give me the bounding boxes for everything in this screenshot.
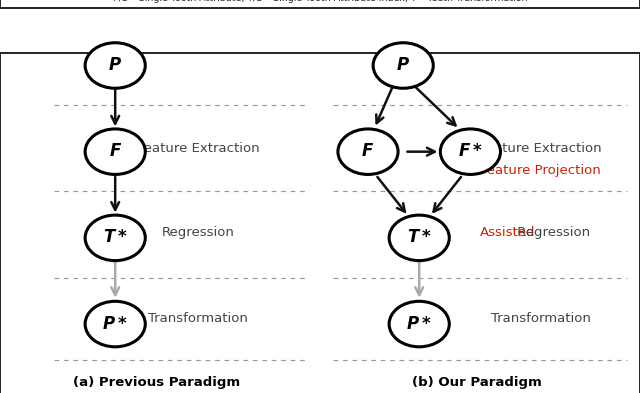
Text: Assisted: Assisted (480, 226, 535, 239)
Text: $\boldsymbol{P*}$: $\boldsymbol{P*}$ (406, 316, 432, 332)
Text: Regression: Regression (513, 226, 590, 239)
Ellipse shape (85, 301, 145, 347)
Text: $\boldsymbol{P}$: $\boldsymbol{P}$ (108, 57, 122, 74)
Text: Feature Projection: Feature Projection (481, 164, 601, 177)
Text: Feature Extraction: Feature Extraction (479, 142, 602, 155)
Text: Feature Extraction: Feature Extraction (137, 142, 260, 155)
Ellipse shape (338, 129, 398, 174)
Text: $\boldsymbol{F}$: $\boldsymbol{F}$ (362, 143, 374, 160)
Text: Regression: Regression (162, 226, 235, 239)
Ellipse shape (85, 129, 145, 174)
Text: (a) Previous Paradigm: (a) Previous Paradigm (73, 376, 241, 389)
Text: P/S – Single Tooth Attribute, T/S – Single Tooth Attribute Index, T – Teeth Tran: P/S – Single Tooth Attribute, T/S – Sing… (113, 0, 527, 2)
Ellipse shape (373, 43, 433, 88)
Text: Transformation: Transformation (148, 312, 248, 325)
Ellipse shape (85, 43, 145, 88)
Text: $\boldsymbol{T*}$: $\boldsymbol{T*}$ (103, 230, 127, 246)
Ellipse shape (389, 301, 449, 347)
Text: $\boldsymbol{P*}$: $\boldsymbol{P*}$ (102, 316, 128, 332)
Text: $\boldsymbol{F*}$: $\boldsymbol{F*}$ (458, 143, 483, 160)
Text: (b) Our Paradigm: (b) Our Paradigm (412, 376, 541, 389)
Text: $\boldsymbol{T*}$: $\boldsymbol{T*}$ (407, 230, 431, 246)
Ellipse shape (440, 129, 500, 174)
Ellipse shape (85, 215, 145, 261)
FancyBboxPatch shape (0, 0, 640, 8)
Ellipse shape (389, 215, 449, 261)
Text: $\boldsymbol{P}$: $\boldsymbol{P}$ (396, 57, 410, 74)
Text: $\boldsymbol{F}$: $\boldsymbol{F}$ (109, 143, 122, 160)
Text: Transformation: Transformation (491, 312, 591, 325)
